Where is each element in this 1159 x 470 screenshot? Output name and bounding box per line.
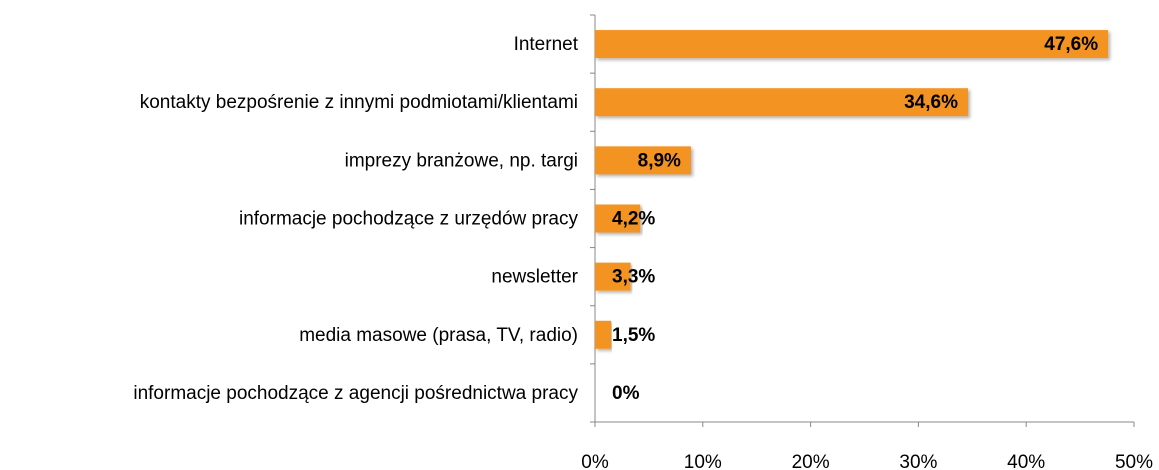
bar	[595, 204, 641, 233]
value-label: 4,2%	[612, 209, 655, 230]
bar	[595, 146, 691, 175]
category-label: informacje pochodzące z urzędów pracy	[239, 209, 579, 230]
x-tick-label: 50%	[1115, 452, 1153, 470]
value-label: 47,6%	[1044, 34, 1098, 55]
value-label: 8,9%	[638, 150, 681, 171]
category-label: newsletter	[491, 267, 578, 288]
x-tick-label: 20%	[792, 452, 830, 470]
category-label: media masowe (prasa, TV, radio)	[299, 325, 578, 346]
x-tick-label: 30%	[899, 452, 937, 470]
category-label: Internet	[514, 34, 579, 55]
category-label: kontakty bezpośrenie z innymi podmiotami…	[140, 92, 578, 113]
bar	[595, 88, 968, 117]
category-label: informacje pochodzące z agencji pośredni…	[133, 383, 578, 404]
x-tick-label: 40%	[1007, 452, 1045, 470]
bar	[595, 30, 1109, 59]
value-label: 0%	[612, 383, 640, 404]
bar	[595, 262, 631, 291]
value-label: 34,6%	[904, 92, 958, 113]
category-label: imprezy branżowe, np. targi	[345, 150, 578, 171]
x-tick-label: 10%	[684, 452, 722, 470]
value-label: 1,5%	[612, 325, 655, 346]
bar	[595, 320, 612, 349]
value-label: 3,3%	[612, 267, 655, 288]
x-tick-label: 0%	[581, 452, 609, 470]
